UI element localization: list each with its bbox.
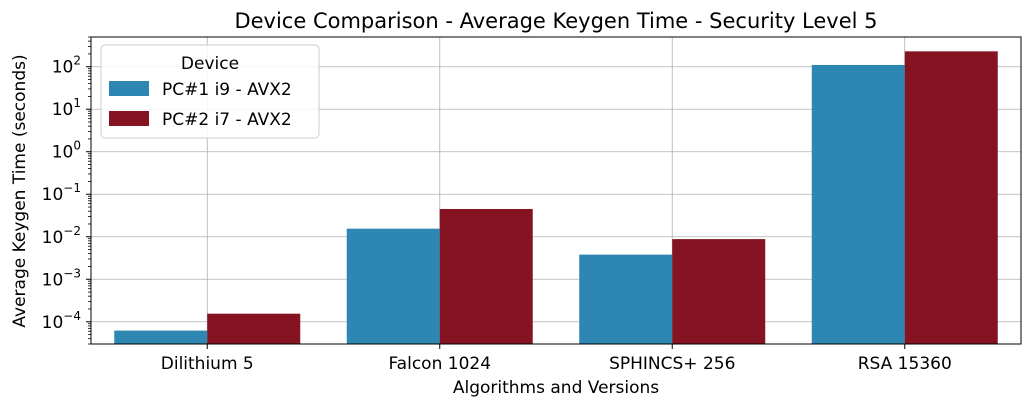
legend-swatch-pc2 (109, 111, 149, 126)
x-tick-label: Falcon 1024 (388, 354, 491, 374)
bar-2 (672, 239, 766, 344)
legend-title: Device (181, 54, 239, 74)
y-tick-label: 10−3 (42, 266, 81, 290)
bar-2 (207, 313, 301, 344)
y-tick-label: 101 (52, 96, 81, 120)
plot-frame (90, 36, 1022, 345)
bar-1 (579, 254, 673, 344)
x-axis-title: Algorithms and Versions (453, 378, 659, 398)
legend-box (100, 44, 320, 139)
bars (114, 51, 998, 345)
y-axis-title: Average Keygen Time (seconds) (10, 54, 30, 327)
legend-label-pc1: PC#1 i9 - AVX2 (162, 80, 292, 100)
y-tick-label: 100 (52, 139, 81, 163)
x-tick-label: Dilithium 5 (161, 354, 254, 374)
bar-1 (346, 228, 440, 344)
bar-2 (904, 51, 998, 345)
legend: Device PC#1 i9 - AVX2 PC#2 i7 - AVX2 (100, 44, 320, 139)
bar-1 (114, 330, 208, 344)
bar-2 (439, 208, 533, 344)
y-tick-label: 10−1 (42, 181, 81, 205)
chart-title: Device Comparison - Average Keygen Time … (234, 9, 877, 33)
legend-label-pc2: PC#2 i7 - AVX2 (162, 110, 292, 130)
x-tick-label: RSA 15360 (858, 354, 952, 374)
y-tick-label: 102 (52, 54, 81, 78)
y-axis-ticks: 10−4 10−3 10−2 10−1 100 101 102 (42, 36, 91, 345)
y-tick-label: 10−4 (42, 309, 81, 333)
x-tick-label: SPHINCS+ 256 (609, 354, 735, 374)
y-tick-label: 10−2 (42, 224, 81, 248)
legend-swatch-pc1 (109, 81, 149, 96)
x-axis-ticks: Dilithium 5 Falcon 1024 SPHINCS+ 256 RSA 15… (161, 344, 952, 374)
bar-1 (811, 64, 905, 344)
